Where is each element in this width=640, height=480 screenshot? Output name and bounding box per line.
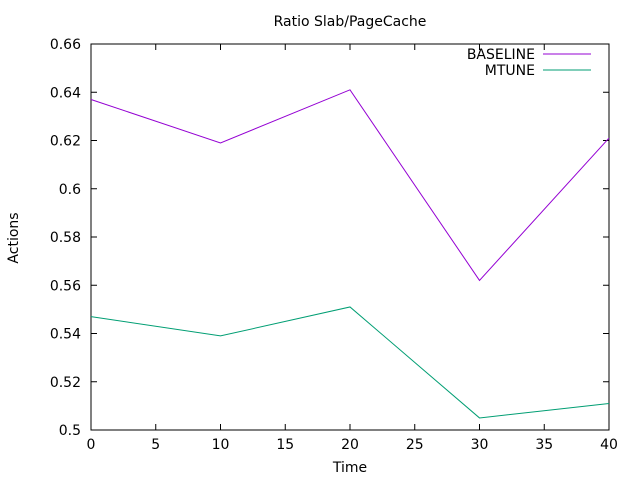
- y-tick-label: 0.5: [59, 423, 81, 439]
- y-tick-label: 0.56: [50, 278, 81, 294]
- x-tick-label: 5: [151, 437, 160, 453]
- chart-title: Ratio Slab/PageCache: [274, 14, 427, 30]
- x-tick-label: 30: [471, 437, 489, 453]
- y-tick-label: 0.54: [50, 327, 81, 343]
- y-tick-label: 0.66: [50, 37, 81, 53]
- x-tick-label: 15: [276, 437, 294, 453]
- series-line-baseline: [90, 89, 610, 282]
- x-tick-label: 0: [87, 437, 96, 453]
- y-tick-label: 0.64: [50, 85, 81, 101]
- y-tick-label: 0.58: [50, 230, 81, 246]
- x-tick-label: 20: [341, 437, 359, 453]
- x-tick-label: 10: [212, 437, 230, 453]
- plot-frame: [90, 43, 610, 431]
- legend-label-baseline: BASELINE: [467, 47, 535, 63]
- series-line-mtune: [90, 306, 610, 419]
- x-tick-label: 25: [406, 437, 424, 453]
- axis-ticks: 0 5 10 15 20 25 30 35 40 0.5 0.52 0.54 0.56 0.58 0.6 0.…: [50, 37, 618, 453]
- legend-label-mtune: MTUNE: [485, 63, 535, 79]
- series-layer: [90, 89, 610, 419]
- x-tick-label: 35: [535, 437, 553, 453]
- y-tick-label: 0.6: [59, 182, 81, 198]
- x-tick-label: 40: [600, 437, 618, 453]
- x-axis-label: Time: [332, 460, 367, 476]
- y-axis-label: Actions: [6, 212, 22, 263]
- y-tick-label: 0.62: [50, 134, 81, 150]
- y-tick-label: 0.52: [50, 375, 81, 391]
